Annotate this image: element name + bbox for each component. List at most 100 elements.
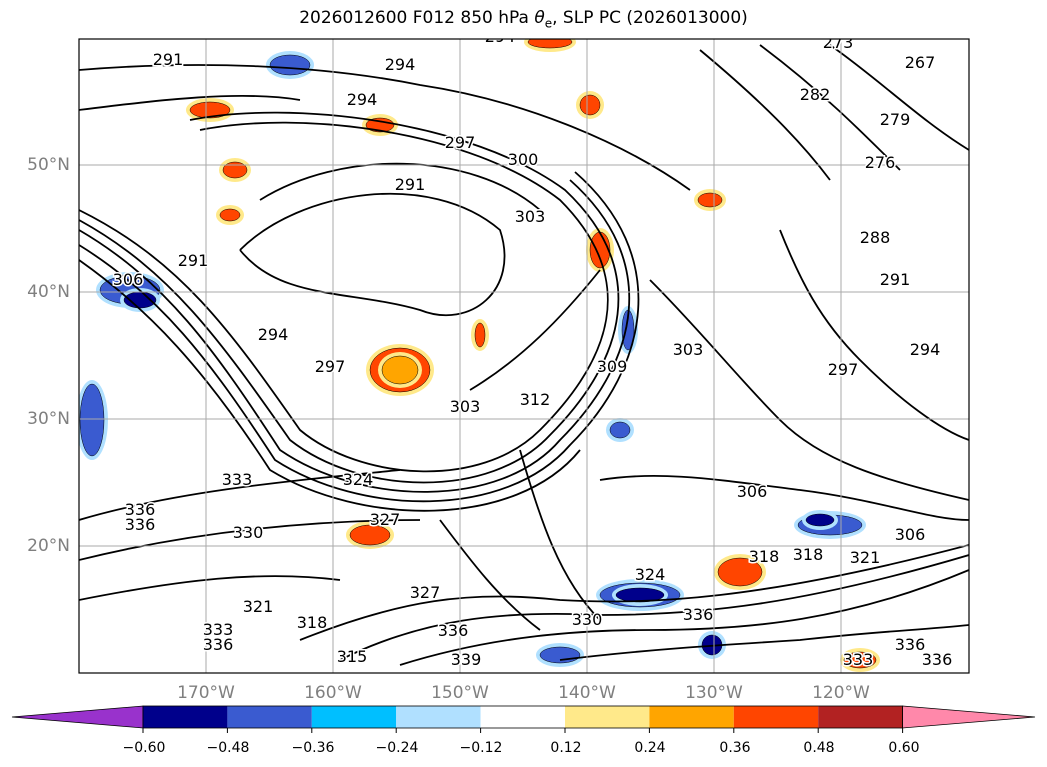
colorbar-tick: 0.24	[634, 740, 666, 756]
contour-label: 318	[297, 613, 328, 632]
anomaly-shading	[615, 587, 665, 603]
contour-label: 306	[895, 525, 926, 544]
chart-title: 2026012600 F012 850 hPa θe, SLP PC (2026…	[299, 8, 748, 31]
contour-label: 288	[860, 228, 891, 247]
colorbar-segment	[396, 706, 481, 728]
contour-line	[759, 44, 901, 171]
contour-label: 330	[572, 610, 603, 629]
anomaly-shading	[349, 524, 391, 546]
contour-line	[559, 624, 969, 661]
colorbar-frame	[142, 705, 903, 729]
contour-line	[829, 44, 969, 151]
contour-label: 318	[793, 545, 824, 564]
colorbar	[11, 705, 1036, 733]
anomaly-shading	[539, 646, 581, 664]
contour-label: 312	[520, 390, 551, 409]
colorbar-tick: −0.60	[122, 740, 166, 756]
contour-label: 324	[635, 565, 666, 584]
lat-label-50n: 50°N	[27, 155, 70, 175]
contour-label: 333	[203, 620, 234, 639]
lon-label-120w: 120°W	[812, 683, 870, 703]
contour-line	[79, 469, 401, 521]
contour-label: 333	[222, 470, 253, 489]
contour-line	[399, 569, 969, 666]
contour-label: 279	[880, 110, 911, 129]
contour-label: 297	[828, 360, 859, 379]
contour-label: 306	[113, 270, 144, 289]
lat-label-30n: 30°N	[27, 409, 70, 429]
contour-label: 300	[508, 150, 539, 169]
contour-label: 327	[410, 583, 441, 602]
colorbar-segment	[480, 706, 565, 728]
contour-label: 336	[203, 635, 234, 654]
contour-label: 339	[451, 650, 482, 669]
contour-label: 267	[905, 53, 936, 72]
contour-line	[79, 575, 341, 601]
lon-label-160w: 160°W	[304, 683, 362, 703]
contour-label: 294	[385, 55, 416, 74]
contour-line	[79, 64, 691, 191]
anomaly-shading	[579, 94, 601, 116]
anomaly-shading	[805, 513, 835, 527]
contour-label: 297	[315, 357, 346, 376]
contour-label: 327	[370, 510, 401, 529]
colorbar-segment	[143, 706, 228, 728]
contour-line	[79, 179, 631, 493]
contour-label: 321	[850, 548, 881, 567]
contour-line	[79, 259, 581, 512]
contour-line	[699, 49, 831, 181]
contour-line	[469, 269, 601, 391]
contour-line	[79, 171, 640, 503]
anomaly-shading	[269, 54, 311, 76]
anomaly-shading	[381, 355, 419, 385]
colorbar-segment	[733, 706, 819, 728]
contour-line	[79, 94, 301, 111]
anomaly-shading	[79, 383, 105, 457]
contour-label: 330	[233, 523, 264, 542]
anomaly-shading	[717, 557, 763, 587]
anomaly-shading	[589, 231, 611, 269]
anomaly-shading	[222, 161, 248, 179]
lon-label-140w: 140°W	[558, 683, 616, 703]
contour-line	[79, 111, 620, 484]
anomaly-shading	[697, 192, 723, 208]
lat-label-20n: 20°N	[27, 536, 70, 556]
colorbar-segment	[311, 706, 397, 728]
anomaly-shading	[219, 208, 241, 222]
colorbar-tick: −0.48	[206, 740, 250, 756]
contour-labels: 291 294 294 294 297 300 291 303 291 306 294 297 303 3…	[111, 39, 954, 671]
colorbar-tick: 0.60	[888, 740, 920, 756]
contour-line	[339, 554, 969, 661]
anomaly-shading	[843, 651, 877, 669]
contour-label: 336	[125, 515, 156, 534]
colorbar-tick: 0.36	[719, 740, 751, 756]
colorbar-segment	[565, 706, 650, 728]
contour-label: 291	[153, 50, 184, 69]
contour-label: 315	[337, 647, 368, 666]
colorbar-tick: −0.24	[375, 740, 419, 756]
contour-label: 291	[395, 175, 426, 194]
map-background	[79, 39, 969, 673]
colorbar-segment	[818, 706, 903, 728]
anomaly-shading	[527, 39, 573, 49]
contour-label: 321	[243, 597, 274, 616]
contour-label: 336	[683, 605, 714, 624]
contour-label: 294	[258, 325, 289, 344]
contour-label: 303	[673, 340, 704, 359]
contour-label: 303	[450, 397, 481, 416]
map-frame	[78, 38, 970, 674]
anomaly-shading	[365, 117, 395, 133]
anomaly-shading	[189, 101, 231, 119]
colorbar-segment	[227, 706, 312, 728]
contour-label: 336	[125, 500, 156, 519]
contour-label: 294	[910, 340, 941, 359]
colorbar-tick: −0.36	[291, 740, 335, 756]
contour-line	[259, 162, 541, 211]
contour-line	[79, 121, 609, 473]
contour-label: 318	[749, 547, 780, 566]
contour-label: 291	[880, 270, 911, 289]
contour-label: 282	[800, 85, 831, 104]
contour-label: 324	[343, 470, 374, 489]
contour-label: 291	[178, 251, 209, 270]
